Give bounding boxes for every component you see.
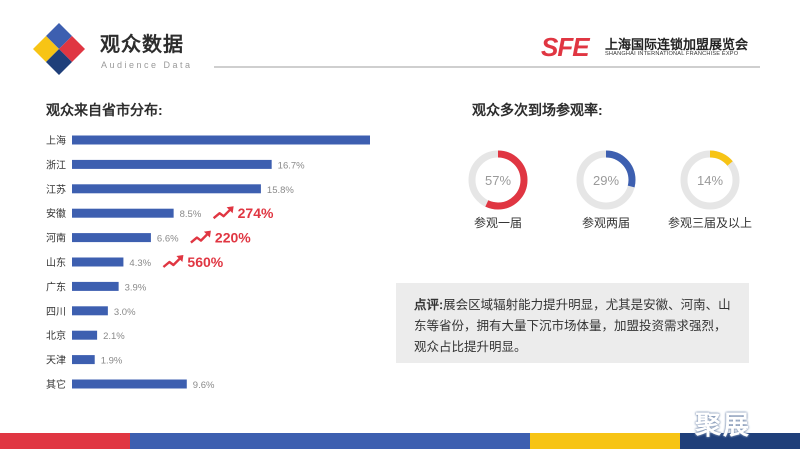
bar bbox=[72, 159, 272, 169]
growth-label: 274% bbox=[238, 205, 274, 221]
donut-slice bbox=[576, 150, 636, 210]
strip-navy bbox=[680, 433, 800, 449]
strip-red bbox=[0, 433, 130, 449]
value-label: 2.1% bbox=[103, 331, 125, 342]
brand-name-en: SHANGHAI INTERNATIONAL FRANCHISE EXPO bbox=[605, 51, 739, 57]
category-label: 其它 bbox=[46, 378, 66, 391]
category-label: 安徽 bbox=[46, 207, 66, 220]
watermark: 聚展 bbox=[695, 410, 752, 440]
bottom-color-strip bbox=[0, 433, 800, 449]
value-label: 4.3% bbox=[129, 258, 151, 269]
comment-text: 点评:展会区域辐射能力提升明显，尤其是安徽、河南、山东等省份，拥有大量下沉市场体… bbox=[414, 295, 736, 358]
bar bbox=[72, 281, 119, 291]
bar bbox=[72, 233, 151, 243]
brand-name-cn: 上海国际连锁加盟展览会 bbox=[605, 37, 749, 52]
donut-value-label: 29% bbox=[593, 173, 619, 188]
page-subtitle: Audience Data bbox=[101, 60, 193, 70]
logo-diamond-icon bbox=[33, 23, 85, 75]
donut-label-twice: 参观两届 bbox=[581, 216, 630, 230]
strip-blue bbox=[130, 433, 530, 449]
category-label: 北京 bbox=[46, 329, 66, 342]
value-label: 9.6% bbox=[193, 380, 215, 391]
bar bbox=[72, 355, 95, 365]
value-label: 16.7% bbox=[278, 160, 305, 171]
value-label: 3.9% bbox=[125, 282, 147, 293]
donut-chart-twice: 29% bbox=[576, 150, 636, 210]
province-distribution-chart: 上海27.6%浙江16.7%江苏15.8%安徽8.5%274%河南6.6%220… bbox=[46, 134, 370, 391]
visit-rate-title: 观众多次到场参观率: bbox=[472, 102, 603, 118]
bar bbox=[72, 257, 124, 267]
bar bbox=[72, 208, 174, 218]
donut-chart-once: 57% bbox=[468, 150, 528, 210]
trend-up-icon bbox=[162, 255, 184, 268]
value-label: 6.6% bbox=[157, 234, 179, 245]
category-label: 天津 bbox=[46, 355, 66, 367]
donut-slice bbox=[680, 150, 740, 210]
donut-slice bbox=[468, 150, 528, 210]
comment-label: 点评: bbox=[414, 298, 444, 312]
comment-body: 展会区域辐射能力提升明显，尤其是安徽、河南、山东等省份，拥有大量下沉市场体量，加… bbox=[414, 298, 731, 354]
donut-chart-three-plus: 14% bbox=[680, 150, 740, 210]
donut-label-once: 参观一届 bbox=[473, 216, 522, 230]
bar bbox=[72, 330, 98, 340]
brand-mark: SFE bbox=[541, 32, 590, 62]
value-label: 1.9% bbox=[101, 356, 123, 367]
value-label: 3.0% bbox=[114, 307, 136, 318]
page-title: 观众数据 bbox=[100, 34, 184, 56]
category-label: 浙江 bbox=[46, 159, 66, 171]
bar bbox=[72, 379, 187, 389]
donut-value-label: 57% bbox=[485, 173, 511, 188]
value-label: 15.8% bbox=[267, 185, 294, 196]
strip-yellow bbox=[530, 433, 680, 449]
bar bbox=[72, 306, 108, 316]
category-label: 广东 bbox=[46, 280, 66, 293]
trend-up-icon bbox=[190, 230, 211, 244]
bar bbox=[72, 184, 261, 194]
comment-box: 点评:展会区域辐射能力提升明显，尤其是安徽、河南、山东等省份，拥有大量下沉市场体… bbox=[396, 283, 749, 363]
header-divider bbox=[214, 66, 760, 68]
growth-label: 560% bbox=[187, 254, 223, 270]
category-label: 四川 bbox=[46, 307, 66, 318]
category-label: 山东 bbox=[46, 256, 66, 269]
donut-value-label: 14% bbox=[697, 173, 723, 188]
value-label: 8.5% bbox=[180, 209, 202, 220]
growth-label: 220% bbox=[215, 230, 251, 246]
donut-label-three-plus: 参观三届及以上 bbox=[667, 216, 752, 230]
bar bbox=[72, 135, 370, 145]
category-label: 上海 bbox=[46, 134, 66, 147]
category-label: 江苏 bbox=[46, 183, 66, 196]
trend-up-icon bbox=[212, 206, 234, 220]
distribution-title: 观众来自省市分布: bbox=[46, 102, 163, 118]
category-label: 河南 bbox=[46, 232, 66, 245]
